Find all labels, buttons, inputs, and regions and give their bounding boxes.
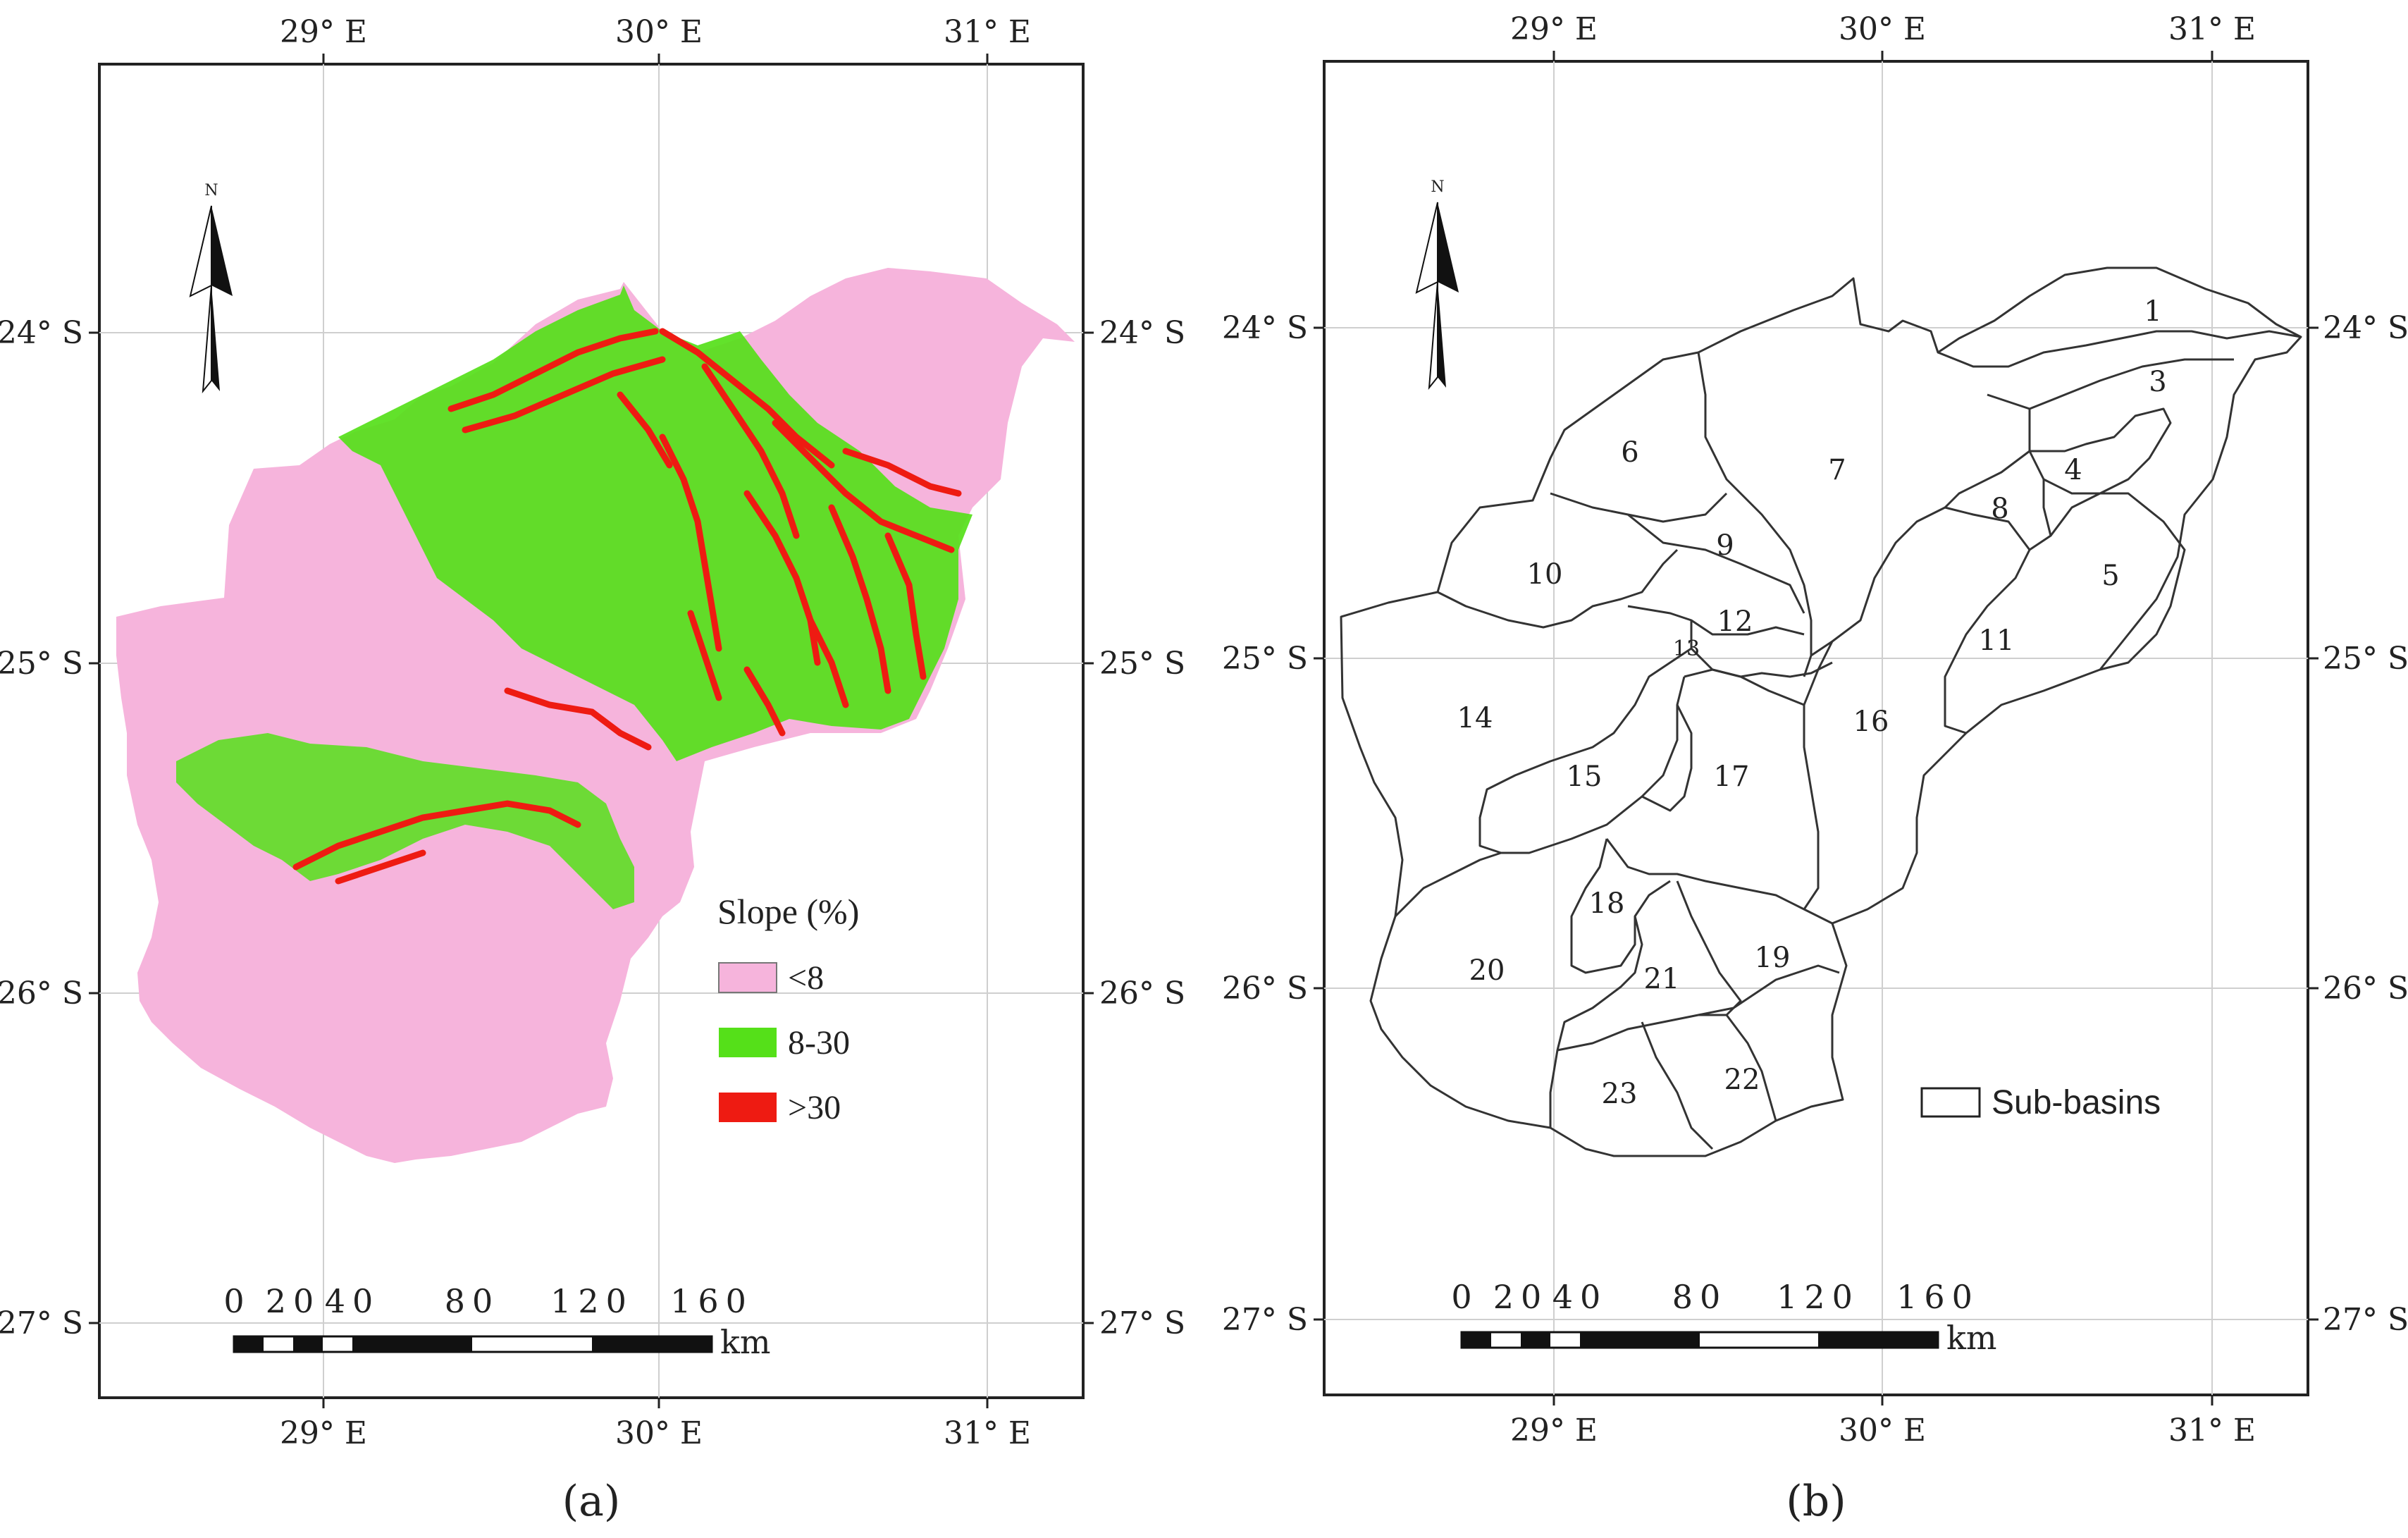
lon-top-29: 29° E [280,14,367,50]
subbasin-label-19: 19 [1755,942,1791,974]
subbasin-label-7: 7 [1828,454,1846,486]
lat-left-26: 26° S [0,976,83,1011]
lat-right-26: 26° S [1099,976,1185,1011]
panel-a-ticks [89,54,1094,1408]
subbasin-label-13: 13 [1673,636,1700,661]
b-lat-left-25: 25° S [1222,641,1308,677]
legend-swatch-low [718,962,777,993]
subbasin-label-12: 12 [1717,605,1753,638]
panel-a-north-arrow: N [189,182,233,394]
lon-bottom-29: 29° E [280,1415,367,1451]
scale-b-tick-0: 0 [1451,1278,1471,1316]
subbasin-label-1: 1 [2144,295,2161,328]
slope-high-streaks [292,328,962,885]
lat-right-24: 24° S [1099,315,1185,351]
scale-unit: km [720,1323,771,1361]
subbasin-label-21: 21 [1644,963,1680,995]
legend-label-high: >30 [788,1089,841,1126]
b-lat-left-26: 26° S [1222,971,1308,1007]
subbasin-label-6: 6 [1621,436,1638,469]
scale-tick-40: 40 [325,1282,381,1320]
subbasin-label-18: 18 [1589,887,1625,920]
scale-b-tick-20: 20 [1493,1278,1549,1316]
b-lat-left-24: 24° S [1222,310,1308,346]
scale-tick-20: 20 [266,1282,321,1320]
b-lat-right-27: 27° S [2323,1302,2408,1338]
scale-tick-120: 120 [550,1282,634,1320]
subbasin-label-8: 8 [1991,493,2008,525]
panel-a-basin [116,268,1075,1163]
subbasin-label-3: 3 [2149,366,2166,398]
panel-b-scale-bar: 0 20 40 80 120 160 km [1451,1278,1996,1357]
subbasin-label-22: 22 [1724,1064,1760,1096]
panel-b-ticks [1314,51,2319,1405]
scale-b-tick-40: 40 [1552,1278,1608,1316]
b-lat-right-26: 26° S [2323,971,2408,1007]
subbasin-label-14: 14 [1457,702,1493,734]
scale-tick-0: 0 [223,1282,244,1320]
panel-b-graticule [1324,61,2308,1395]
lat-right-25: 25° S [1099,646,1185,682]
panel-a-north-label: N [204,182,218,199]
panel-a-legend: Slope (%) <8 8-30 >30 [717,892,859,1126]
subbasin-label-4: 4 [2064,454,2082,486]
b-lon-top-29: 29° E [1510,11,1598,47]
lat-left-27: 27° S [0,1305,83,1341]
panel-b-coordinate-labels: 29° E 30° E 31° E 29° E 30° E 31° E 24° … [1222,11,2408,1448]
b-lon-bottom-30: 30° E [1839,1413,1926,1448]
panel-b-legend: Sub-basins [1920,1084,2161,1121]
panel-a-legend-title: Slope (%) [717,892,859,931]
panel-a-scale-bar: 0 20 40 80 120 160 km [223,1282,770,1361]
subbasin-label-10: 10 [1527,558,1563,591]
b-lon-bottom-31: 31° E [2168,1413,2256,1448]
panel-b-subbasins [1340,266,2302,1157]
subbasin-label-23: 23 [1602,1078,1638,1110]
lon-bottom-31: 31° E [944,1415,1031,1451]
legend-label-low: <8 [788,959,824,997]
subbasin-label-20: 20 [1469,954,1505,987]
scale-tick-80: 80 [445,1282,500,1320]
panel-b-subbasin-map: 1 3 4 5 6 7 8 9 10 11 12 13 14 15 16 17 … [1222,11,2408,1526]
subbasin-label-9: 9 [1716,529,1734,562]
subbasin-label-17: 17 [1714,761,1750,793]
scale-tick-160: 160 [670,1282,753,1320]
panel-b-north-label: N [1431,178,1444,196]
legend-swatch-high [719,1093,777,1122]
b-lon-top-31: 31° E [2168,11,2256,47]
b-lat-right-25: 25° S [2323,641,2408,677]
subbasin-label-5: 5 [2101,560,2119,592]
subbasin-label-15: 15 [1567,761,1603,793]
lon-top-30: 30° E [615,14,703,50]
legend-swatch-subbasins [1920,1087,1981,1118]
lat-left-25: 25° S [0,646,83,682]
legend-swatch-mid [719,1028,777,1057]
subbasin-label-11: 11 [1979,625,2015,657]
lat-right-27: 27° S [1099,1305,1185,1341]
panel-b-north-arrow: N [1415,178,1459,390]
scale-b-tick-120: 120 [1777,1278,1860,1316]
panel-a-caption: (a) [562,1477,621,1526]
b-lon-bottom-29: 29° E [1510,1413,1598,1448]
legend-label-mid: 8-30 [788,1024,850,1062]
b-lat-left-27: 27° S [1222,1302,1308,1338]
lon-bottom-30: 30° E [615,1415,703,1451]
lon-top-31: 31° E [944,14,1031,50]
basin-outline [1340,266,2302,1157]
panel-b-frame [1323,60,2309,1396]
b-lat-right-24: 24° S [2323,310,2408,346]
scale-b-tick-80: 80 [1672,1278,1728,1316]
panel-b-subbasin-labels: 1 3 4 5 6 7 8 9 10 11 12 13 14 15 16 17 … [1457,295,2167,1110]
b-lon-top-30: 30° E [1839,11,1926,47]
scale-b-unit: km [1946,1319,1997,1357]
panel-a-slope-map: N Slope (%) <8 8-30 >30 0 20 40 80 [0,14,1185,1526]
panel-b-caption: (b) [1786,1477,1846,1526]
scale-b-tick-160: 160 [1896,1278,1980,1316]
subbasin-label-16: 16 [1853,706,1889,738]
lat-left-24: 24° S [0,315,83,351]
legend-label-subbasins: Sub-basins [1992,1084,2161,1121]
panel-a-coordinate-labels: 29° E 30° E 31° E 29° E 30° E 31° E 24° … [0,14,1185,1451]
